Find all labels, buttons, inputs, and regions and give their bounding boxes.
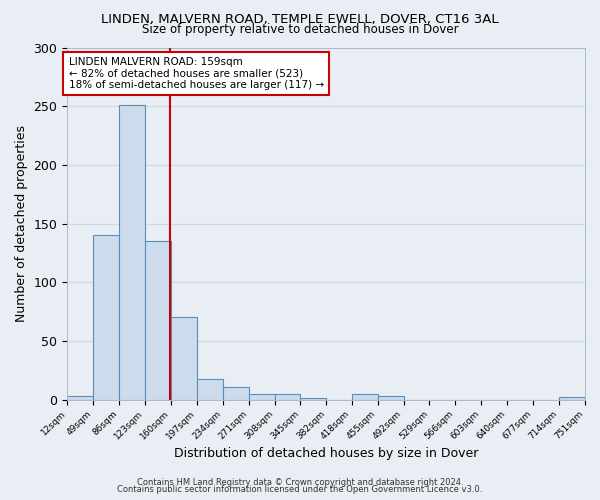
Bar	[145, 241, 171, 400]
Bar	[352, 394, 377, 400]
Text: Contains HM Land Registry data © Crown copyright and database right 2024.: Contains HM Land Registry data © Crown c…	[137, 478, 463, 487]
Bar	[248, 394, 275, 400]
Text: Size of property relative to detached houses in Dover: Size of property relative to detached ho…	[142, 22, 458, 36]
Text: LINDEN MALVERN ROAD: 159sqm
← 82% of detached houses are smaller (523)
18% of se: LINDEN MALVERN ROAD: 159sqm ← 82% of det…	[68, 57, 323, 90]
Bar	[197, 378, 223, 400]
Text: LINDEN, MALVERN ROAD, TEMPLE EWELL, DOVER, CT16 3AL: LINDEN, MALVERN ROAD, TEMPLE EWELL, DOVE…	[101, 12, 499, 26]
Y-axis label: Number of detached properties: Number of detached properties	[15, 125, 28, 322]
Bar	[559, 398, 585, 400]
Bar	[223, 386, 248, 400]
Bar	[275, 394, 301, 400]
Text: Contains public sector information licensed under the Open Government Licence v3: Contains public sector information licen…	[118, 486, 482, 494]
Bar	[377, 396, 404, 400]
Bar	[93, 236, 119, 400]
X-axis label: Distribution of detached houses by size in Dover: Distribution of detached houses by size …	[174, 447, 478, 460]
Bar	[171, 318, 197, 400]
Bar	[119, 105, 145, 400]
Bar	[67, 396, 93, 400]
Bar	[301, 398, 326, 400]
